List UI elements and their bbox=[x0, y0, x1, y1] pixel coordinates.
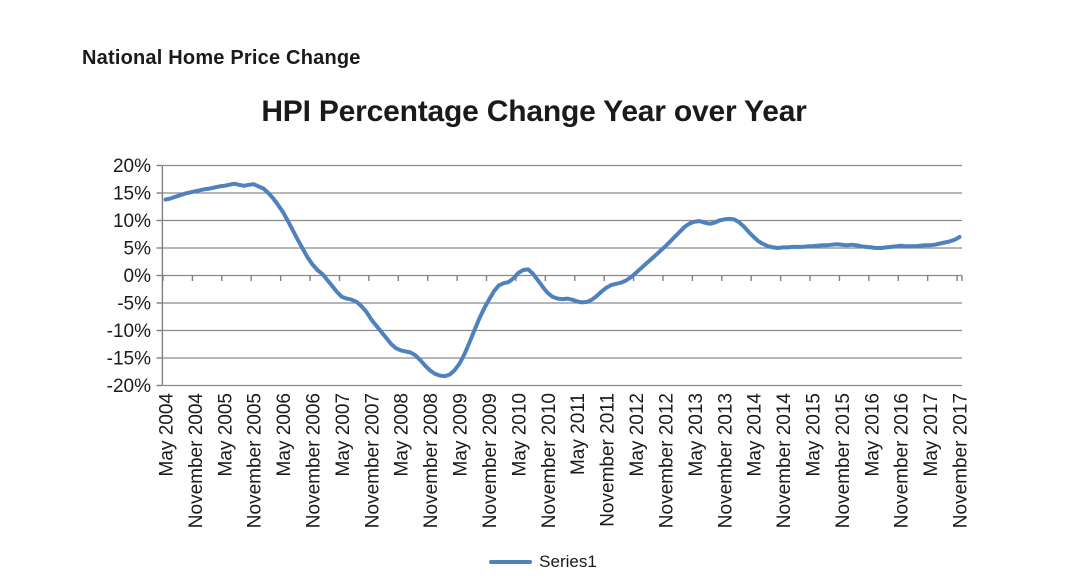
x-axis-label: November 2016 bbox=[892, 393, 913, 528]
x-axis-label: November 2013 bbox=[715, 393, 736, 528]
x-axis-label: November 2010 bbox=[539, 393, 560, 528]
x-axis-label: November 2006 bbox=[304, 393, 325, 528]
x-axis-label: November 2007 bbox=[362, 393, 383, 528]
chart-legend: Series1 bbox=[9, 552, 1068, 572]
x-axis-label: May 2014 bbox=[745, 393, 766, 477]
y-axis-label: 5% bbox=[124, 239, 152, 260]
x-axis-label: May 2012 bbox=[627, 393, 648, 476]
x-axis-label: November 2004 bbox=[186, 393, 207, 529]
x-axis-label: November 2015 bbox=[833, 393, 854, 528]
x-axis-label: May 2017 bbox=[921, 393, 942, 476]
x-axis-label: November 2014 bbox=[774, 393, 795, 529]
legend-line-sample bbox=[489, 560, 533, 564]
x-axis-label: November 2011 bbox=[598, 393, 619, 527]
y-axis-label: -15% bbox=[107, 349, 151, 370]
y-axis-label: 20% bbox=[113, 156, 151, 177]
x-axis-label: May 2016 bbox=[862, 393, 883, 476]
page-header-title: National Home Price Change bbox=[82, 47, 361, 69]
y-axis-label: -10% bbox=[107, 321, 151, 342]
x-axis-label: May 2013 bbox=[686, 393, 707, 476]
x-axis-label: November 2008 bbox=[421, 393, 442, 528]
x-axis-label: May 2008 bbox=[392, 393, 413, 476]
y-axis-label: 10% bbox=[113, 211, 151, 232]
x-axis-label: May 2007 bbox=[333, 393, 354, 476]
y-axis-label: -20% bbox=[107, 376, 151, 397]
x-axis-label: November 2017 bbox=[951, 393, 972, 528]
x-axis-label: May 2015 bbox=[803, 393, 824, 476]
y-axis-label: 15% bbox=[113, 184, 151, 205]
x-axis-label: November 2012 bbox=[656, 393, 677, 528]
x-axis-label: November 2009 bbox=[480, 393, 501, 528]
x-axis-label: November 2005 bbox=[245, 393, 266, 528]
chart-title: HPI Percentage Change Year over Year bbox=[261, 95, 807, 128]
legend-series-label: Series1 bbox=[539, 552, 597, 571]
series1-line bbox=[163, 181, 962, 379]
x-axis-label: May 2004 bbox=[156, 393, 177, 477]
x-axis-label: May 2009 bbox=[451, 393, 472, 476]
x-axis-label: May 2010 bbox=[509, 393, 530, 476]
x-axis-label: May 2005 bbox=[215, 393, 236, 476]
y-axis-label: 0% bbox=[124, 266, 152, 287]
x-axis-label: May 2006 bbox=[274, 393, 295, 476]
x-axis-label: May 2011 bbox=[568, 393, 589, 475]
y-axis-label: -5% bbox=[117, 294, 151, 315]
